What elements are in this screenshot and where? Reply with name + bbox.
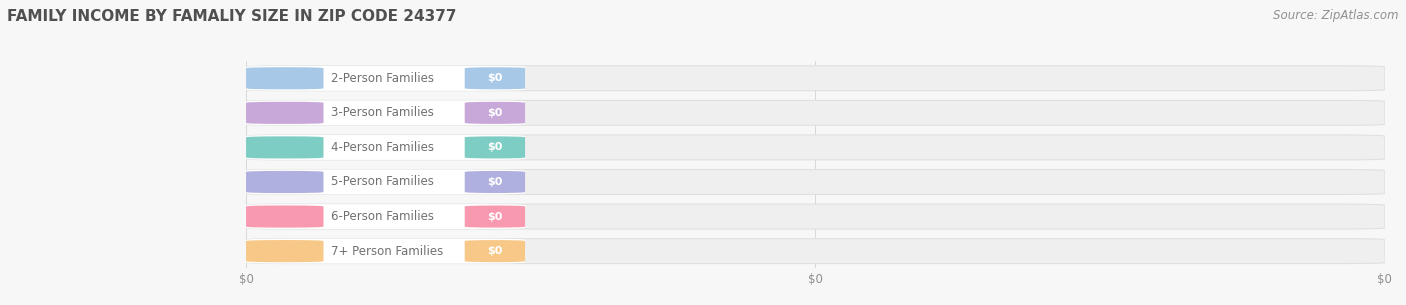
FancyBboxPatch shape [246,170,524,194]
Text: 7+ Person Families: 7+ Person Families [332,245,444,258]
FancyBboxPatch shape [465,102,524,124]
Text: $0: $0 [488,142,502,152]
Text: 6-Person Families: 6-Person Families [332,210,434,223]
FancyBboxPatch shape [246,100,524,125]
Text: 4-Person Families: 4-Person Families [332,141,434,154]
Text: $0: $0 [488,212,502,221]
FancyBboxPatch shape [465,206,524,228]
FancyBboxPatch shape [246,135,1385,160]
FancyBboxPatch shape [246,67,323,89]
FancyBboxPatch shape [246,206,323,228]
Text: Source: ZipAtlas.com: Source: ZipAtlas.com [1274,9,1399,22]
Text: $0: $0 [488,177,502,187]
FancyBboxPatch shape [246,171,323,193]
FancyBboxPatch shape [465,171,524,193]
FancyBboxPatch shape [465,136,524,159]
FancyBboxPatch shape [246,239,1385,264]
Text: 2-Person Families: 2-Person Families [332,72,434,85]
Text: 3-Person Families: 3-Person Families [332,106,434,119]
Text: $0: $0 [488,73,502,83]
FancyBboxPatch shape [246,102,323,124]
FancyBboxPatch shape [246,66,1385,91]
FancyBboxPatch shape [246,136,323,159]
FancyBboxPatch shape [246,204,1385,229]
FancyBboxPatch shape [246,100,1385,125]
FancyBboxPatch shape [465,67,524,89]
FancyBboxPatch shape [246,239,524,264]
Text: FAMILY INCOME BY FAMALIY SIZE IN ZIP CODE 24377: FAMILY INCOME BY FAMALIY SIZE IN ZIP COD… [7,9,457,24]
FancyBboxPatch shape [246,170,1385,194]
Text: $0: $0 [488,108,502,118]
FancyBboxPatch shape [246,135,524,160]
FancyBboxPatch shape [465,240,524,262]
FancyBboxPatch shape [246,204,524,229]
FancyBboxPatch shape [246,66,524,91]
Text: $0: $0 [488,246,502,256]
FancyBboxPatch shape [246,240,323,262]
Text: 5-Person Families: 5-Person Families [332,175,434,188]
